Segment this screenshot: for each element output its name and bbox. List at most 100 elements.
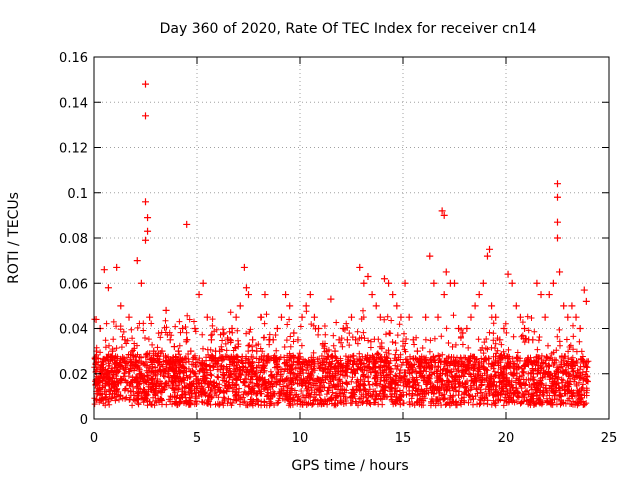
data-point (471, 302, 479, 310)
dense-point-band (91, 307, 592, 409)
y-tick-label: 0.1 (67, 187, 88, 202)
data-point (488, 302, 496, 310)
y-tick-label: 0.04 (59, 323, 88, 338)
data-point (240, 263, 248, 271)
data-point (179, 325, 187, 332)
data-point (195, 291, 203, 299)
data-point (348, 313, 355, 321)
data-point (302, 302, 310, 310)
data-point (564, 313, 572, 321)
data-point (277, 313, 285, 321)
x-axis-title: GPS time / hours (291, 458, 408, 474)
data-point (319, 358, 327, 366)
data-point (545, 291, 553, 299)
data-point (187, 347, 195, 355)
data-point (142, 198, 149, 206)
data-point (492, 313, 500, 321)
data-point (356, 263, 364, 271)
data-point (199, 279, 207, 287)
data-point (144, 227, 152, 235)
data-point (253, 347, 261, 355)
data-point (315, 325, 323, 332)
data-point (500, 325, 508, 332)
data-point (323, 347, 331, 355)
x-tick-label: 10 (292, 431, 309, 446)
data-point (479, 279, 487, 287)
data-point (560, 302, 568, 310)
data-point (166, 336, 174, 344)
data-point (393, 302, 401, 310)
data-point (129, 352, 137, 360)
data-point (154, 358, 162, 366)
data-point (442, 268, 450, 276)
data-point (170, 343, 178, 351)
data-point (224, 336, 232, 344)
data-point (236, 302, 244, 310)
chart-title: Day 360 of 2020, Rate Of TEC Index for r… (160, 21, 537, 37)
x-tick-label: 25 (601, 431, 618, 446)
data-point (125, 313, 133, 321)
y-tick-label: 0.06 (59, 277, 88, 292)
data-point (483, 252, 491, 260)
x-tick-label: 15 (395, 431, 412, 446)
data-point (273, 325, 281, 332)
data-point (104, 284, 112, 292)
data-point (133, 257, 141, 265)
data-point (385, 279, 393, 287)
data-point (203, 313, 211, 321)
y-tick-label: 0.02 (59, 368, 88, 383)
x-tick-label: 0 (90, 431, 98, 446)
data-point (496, 336, 504, 344)
data-point (158, 347, 166, 355)
data-point (183, 336, 191, 344)
data-point (286, 302, 294, 310)
data-point (228, 325, 236, 332)
data-point (576, 325, 584, 332)
data-point (220, 329, 228, 337)
data-point (113, 263, 121, 271)
data-point (459, 329, 467, 337)
data-point (245, 291, 252, 299)
data-point (380, 275, 388, 283)
data-point (290, 329, 298, 337)
data-point (162, 306, 170, 314)
data-point (339, 325, 347, 332)
data-point (440, 291, 448, 299)
data-point (533, 279, 541, 287)
data-point (554, 193, 561, 201)
data-point (475, 291, 483, 299)
data-point (413, 347, 421, 355)
data-point (521, 325, 529, 332)
data-point (549, 279, 557, 287)
data-point (486, 245, 494, 253)
data-point (121, 336, 129, 344)
y-tick-label: 0.16 (59, 51, 88, 66)
data-point (537, 291, 545, 299)
data-point (508, 279, 516, 287)
data-point (580, 286, 588, 294)
data-point (418, 358, 426, 366)
data-point (368, 291, 376, 299)
data-point (451, 279, 458, 287)
data-point (335, 336, 343, 344)
data-point (207, 336, 215, 344)
data-point (137, 279, 145, 287)
data-point (554, 234, 561, 242)
data-point (183, 220, 191, 228)
dense-points-path (91, 307, 592, 409)
data-point (463, 325, 471, 332)
data-point (422, 313, 430, 321)
data-point (554, 180, 561, 188)
data-point (146, 313, 154, 321)
data-point (504, 270, 512, 278)
data-point (261, 291, 269, 299)
data-point (282, 291, 290, 299)
data-point (397, 313, 405, 321)
data-point (144, 214, 152, 222)
data-point (389, 291, 397, 299)
data-point (372, 302, 380, 310)
data-point (298, 313, 306, 321)
data-point (249, 336, 257, 344)
y-tick-label: 0.12 (59, 142, 88, 157)
